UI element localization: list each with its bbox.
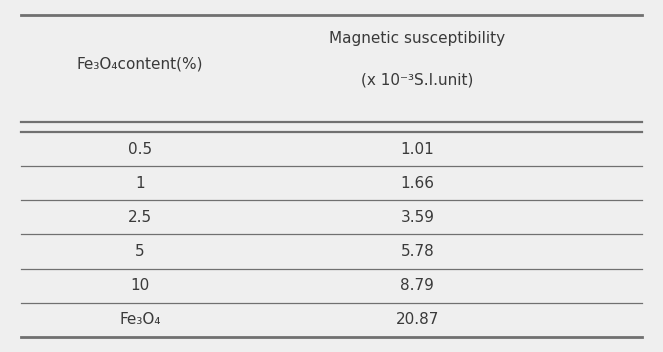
Text: 1: 1 [135,176,145,191]
Text: 8.79: 8.79 [400,278,434,293]
Text: Magnetic susceptibility: Magnetic susceptibility [330,31,505,45]
Text: 0.5: 0.5 [128,142,152,157]
Text: 5: 5 [135,244,145,259]
Text: 2.5: 2.5 [128,210,152,225]
Text: Fe₃O₄content(%): Fe₃O₄content(%) [77,57,204,72]
Text: 20.87: 20.87 [396,312,439,327]
Text: 3.59: 3.59 [400,210,434,225]
Text: Fe₃O₄: Fe₃O₄ [119,312,161,327]
Text: 1.66: 1.66 [400,176,434,191]
Text: (x 10⁻³S.I.unit): (x 10⁻³S.I.unit) [361,73,473,87]
Text: 10: 10 [131,278,150,293]
Text: 5.78: 5.78 [400,244,434,259]
Text: 1.01: 1.01 [400,142,434,157]
